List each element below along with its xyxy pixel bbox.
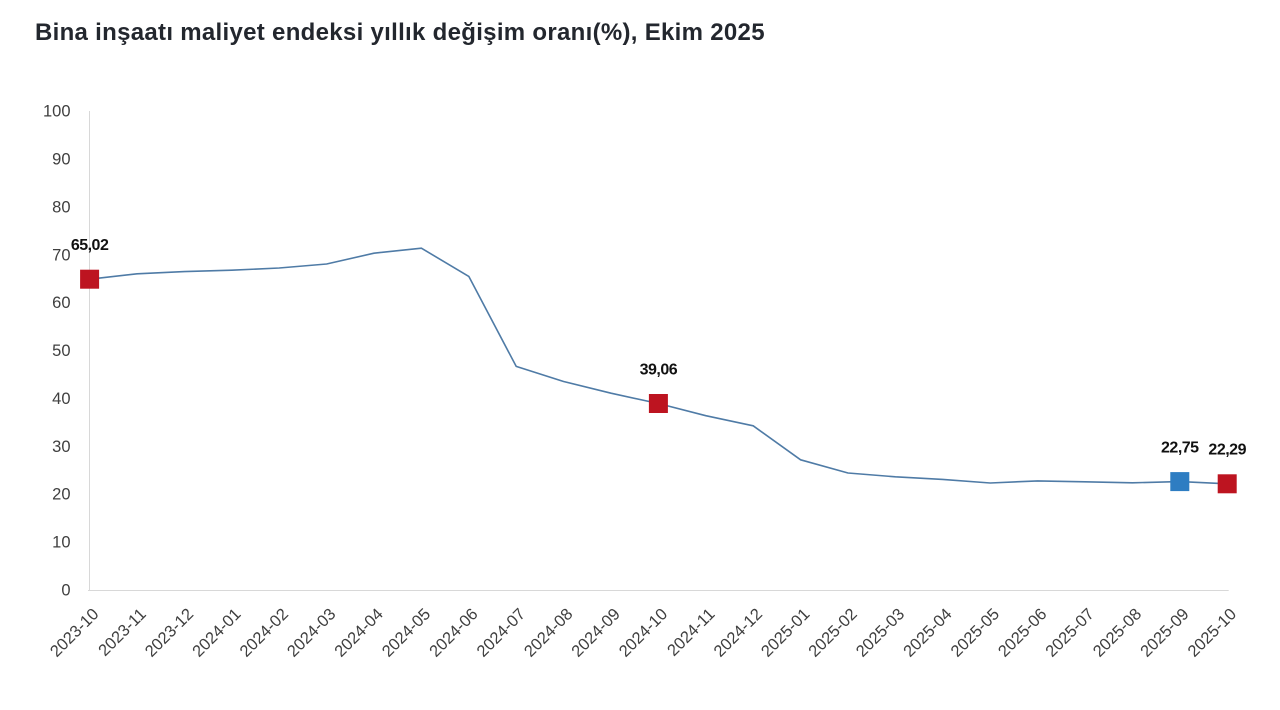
svg-text:2025-05: 2025-05 <box>947 605 1003 661</box>
svg-text:2024-03: 2024-03 <box>284 605 340 661</box>
svg-text:2024-05: 2024-05 <box>379 605 435 661</box>
svg-text:2025-04: 2025-04 <box>900 605 956 661</box>
svg-text:2025-02: 2025-02 <box>805 605 861 661</box>
svg-text:90: 90 <box>52 151 70 169</box>
svg-text:10: 10 <box>52 534 70 552</box>
svg-text:2025-07: 2025-07 <box>1042 605 1098 661</box>
svg-text:2023-11: 2023-11 <box>95 605 150 660</box>
svg-text:40: 40 <box>52 390 70 408</box>
svg-text:50: 50 <box>52 342 70 360</box>
svg-text:2024-10: 2024-10 <box>616 605 672 661</box>
svg-text:2024-01: 2024-01 <box>189 605 245 661</box>
svg-text:2025-03: 2025-03 <box>853 605 909 661</box>
svg-text:22,75: 22,75 <box>1161 439 1199 456</box>
svg-text:65,02: 65,02 <box>71 237 109 254</box>
svg-text:20: 20 <box>52 486 70 504</box>
svg-text:100: 100 <box>43 103 71 121</box>
svg-text:2024-02: 2024-02 <box>236 605 292 661</box>
svg-text:30: 30 <box>52 438 70 456</box>
svg-text:2024-08: 2024-08 <box>521 605 577 661</box>
svg-text:2025-01: 2025-01 <box>758 605 814 661</box>
svg-text:2024-07: 2024-07 <box>473 605 529 661</box>
svg-text:39,06: 39,06 <box>640 361 678 378</box>
svg-text:2024-09: 2024-09 <box>568 605 624 661</box>
svg-text:22,29: 22,29 <box>1208 442 1246 459</box>
svg-text:2025-10: 2025-10 <box>1184 605 1240 661</box>
svg-text:60: 60 <box>52 294 70 312</box>
svg-text:2024-12: 2024-12 <box>710 605 766 661</box>
svg-text:2024-11: 2024-11 <box>664 605 719 660</box>
svg-text:2023-10: 2023-10 <box>47 605 103 661</box>
svg-text:2025-09: 2025-09 <box>1137 605 1193 661</box>
svg-text:0: 0 <box>61 582 70 600</box>
svg-text:2024-04: 2024-04 <box>331 605 387 661</box>
svg-text:2023-12: 2023-12 <box>142 605 198 661</box>
svg-text:2025-06: 2025-06 <box>995 605 1051 661</box>
svg-text:70: 70 <box>52 246 70 264</box>
svg-text:2025-08: 2025-08 <box>1090 605 1146 661</box>
svg-text:80: 80 <box>52 199 70 217</box>
svg-text:2024-06: 2024-06 <box>426 605 482 661</box>
